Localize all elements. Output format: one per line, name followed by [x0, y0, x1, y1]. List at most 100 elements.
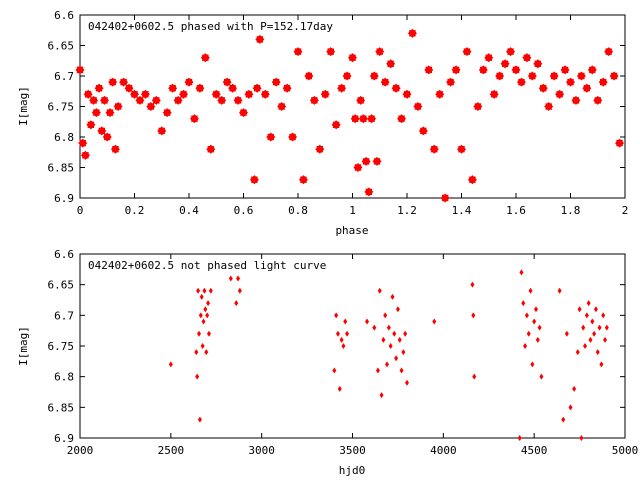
phased-data-point: [467, 175, 477, 185]
unphased-x-axis-label: hjd0: [339, 464, 366, 477]
phased-data-point: [238, 108, 249, 118]
phased-data-point: [157, 126, 167, 136]
phased-data-point: [560, 65, 570, 75]
phased-data-point: [282, 83, 292, 93]
unphased-data-point: [588, 336, 593, 343]
phased-x-tick-label: 0.2: [125, 204, 145, 217]
phased-data-point: [266, 132, 276, 142]
unphased-data-point: [526, 330, 531, 337]
phased-data-point: [593, 95, 603, 105]
unphased-data-point: [199, 293, 204, 300]
unphased-data-point: [204, 349, 209, 356]
unphased-x-tick-label: 4500: [521, 444, 548, 457]
unphased-data-point: [603, 336, 608, 343]
unphased-data-point: [206, 300, 211, 307]
unphased-data-point: [200, 343, 205, 349]
unphased-data-point: [203, 306, 208, 313]
unphased-data-point: [586, 300, 591, 307]
phased-data-point: [151, 95, 161, 105]
phased-data-point: [347, 53, 358, 63]
phased-data-point: [140, 89, 150, 99]
unphased-data-point: [394, 355, 399, 362]
phased-y-tick-label: 6.8: [54, 131, 74, 144]
unphased-data-point: [196, 287, 201, 294]
unphased-data-point: [381, 336, 386, 343]
phased-data-point: [217, 95, 227, 105]
unphased-data-point: [334, 312, 339, 319]
phased-data-point: [451, 65, 461, 75]
phased-data-point: [200, 53, 210, 63]
unphased-data-point: [432, 318, 437, 325]
phased-data-point: [86, 120, 96, 130]
phased-data-point: [146, 101, 156, 112]
phased-data-point: [102, 132, 112, 142]
unphased-data-point: [579, 435, 584, 441]
unphased-data-point: [601, 312, 606, 319]
unphased-data-point: [377, 287, 382, 294]
phased-data-point: [277, 101, 287, 112]
phased-data-point: [424, 65, 434, 75]
phased-data-point: [555, 89, 565, 99]
unphased-y-tick-label: 6.75: [48, 340, 75, 353]
unphased-y-tick-label: 6.8: [54, 371, 74, 384]
unphased-x-tick-label: 3000: [248, 444, 275, 457]
phased-data-point: [615, 138, 625, 148]
phased-ticks: 0 0.2 0.4 0.6 0.8 1 1.2 1.4 1.6 1.8 2 6.6 6.65 6.7 6.7…: [48, 9, 629, 217]
unphased-data-point: [236, 275, 241, 282]
unphased-data-point: [392, 330, 397, 337]
unphased-data-point: [517, 435, 522, 441]
unphased-data-point: [390, 293, 395, 300]
phased-x-tick-label: 1.6: [506, 204, 526, 217]
phased-data-point: [255, 34, 265, 44]
unphased-y-tick-label: 6.9: [54, 432, 74, 445]
unphased-data-point: [568, 404, 573, 411]
unphased-data-point: [575, 349, 580, 356]
unphased-data-point: [228, 275, 233, 282]
phased-data-point: [350, 114, 360, 124]
phased-data-point: [598, 77, 608, 87]
unphased-data-point: [205, 312, 210, 319]
phased-data-point: [304, 71, 314, 81]
phased-data-point: [108, 77, 118, 87]
phased-data-point: [544, 101, 554, 112]
unphased-data-point: [577, 306, 582, 313]
phased-data-point: [397, 114, 407, 124]
phased-data-point: [252, 83, 262, 93]
phased-data-point: [587, 65, 597, 75]
unphased-data-point: [521, 300, 526, 307]
phased-data-point: [119, 77, 129, 87]
unphased-data-point: [535, 336, 540, 343]
phased-data-point: [402, 89, 412, 99]
phased-y-tick-label: 6.85: [48, 162, 75, 175]
phased-data-point: [315, 144, 325, 154]
unphased-data-point: [198, 312, 203, 319]
phased-data-point: [356, 95, 366, 105]
phased-y-tick-label: 6.65: [48, 40, 75, 53]
phased-data-point: [78, 138, 88, 148]
phased-data-point: [184, 77, 194, 87]
unphased-data-point: [472, 373, 477, 380]
phased-data-point: [440, 193, 450, 203]
phased-data-point: [358, 114, 368, 124]
phased-x-axis-label: phase: [335, 224, 368, 237]
phased-data-point: [135, 95, 145, 105]
unphased-data-point: [372, 324, 377, 331]
phased-data-point: [288, 132, 298, 142]
phased-points: [75, 28, 625, 203]
phased-data-point: [206, 144, 216, 154]
unphased-data-point: [523, 343, 528, 349]
unphased-data-point: [405, 379, 409, 386]
phased-data-point: [309, 95, 319, 105]
unphased-data-point: [194, 349, 199, 356]
phased-data-point: [129, 89, 140, 99]
phased-data-point: [462, 47, 472, 57]
unphased-data-point: [196, 330, 201, 337]
unphased-data-point: [592, 330, 597, 337]
unphased-data-point: [208, 287, 213, 294]
phased-data-point: [429, 144, 439, 154]
phased-plot-frame: [79, 14, 626, 199]
unphased-data-point: [593, 306, 598, 313]
unphased-data-point: [581, 324, 586, 331]
unphased-data-point: [470, 281, 475, 288]
